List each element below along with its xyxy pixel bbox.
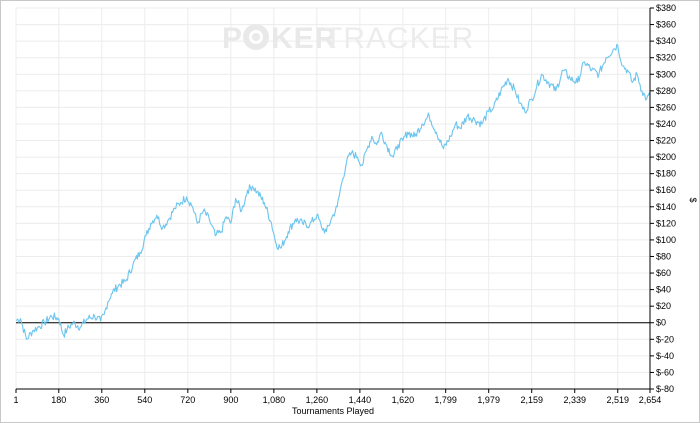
x-tick-label: 2,654 bbox=[639, 395, 662, 405]
poker-chip-icon bbox=[243, 24, 269, 50]
y-tick-label: $320 bbox=[656, 53, 676, 63]
y-tick-label: $0 bbox=[656, 318, 666, 328]
y-tick-label: $-20 bbox=[656, 334, 674, 344]
x-tick-label: 2,339 bbox=[563, 395, 586, 405]
y-tick-label: $280 bbox=[656, 86, 676, 96]
y-tick-label: $260 bbox=[656, 102, 676, 112]
x-tick-label: 180 bbox=[51, 395, 66, 405]
y-axis-title: $ bbox=[688, 197, 698, 202]
y-tick-label: $200 bbox=[656, 152, 676, 162]
y-tick-label: $-60 bbox=[656, 367, 674, 377]
x-tick-label: 1 bbox=[13, 395, 18, 405]
x-axis-title: Tournaments Played bbox=[292, 406, 374, 416]
y-tick-label: $100 bbox=[656, 235, 676, 245]
x-tick-label: 720 bbox=[180, 395, 195, 405]
x-tick-label: 2,519 bbox=[606, 395, 629, 405]
y-tick-label: $140 bbox=[656, 202, 676, 212]
x-tick-label: 900 bbox=[223, 395, 238, 405]
y-tick-label: $340 bbox=[656, 36, 676, 46]
y-tick-label: $380 bbox=[656, 3, 676, 13]
y-tick-label: $240 bbox=[656, 119, 676, 129]
x-tick-label: 1,080 bbox=[263, 395, 286, 405]
watermark-text-p: P bbox=[222, 22, 243, 55]
y-tick-label: $120 bbox=[656, 218, 676, 228]
watermark-text-tracker: TRACKER bbox=[324, 22, 474, 55]
x-tick-label: 1,260 bbox=[306, 395, 329, 405]
profit-series-line bbox=[15, 43, 651, 340]
y-tick-label: $60 bbox=[656, 268, 671, 278]
x-tick-label: 540 bbox=[137, 395, 152, 405]
watermark-text-ker: KER bbox=[271, 22, 337, 55]
x-tick-label: 1,979 bbox=[477, 395, 500, 405]
x-tick-label: 1,620 bbox=[392, 395, 415, 405]
x-tick-label: 360 bbox=[94, 395, 109, 405]
x-axis-tick-labels: 1 180 360 540 720 900 1,080 1,260 1,440 1,620 1,79… bbox=[13, 389, 661, 405]
y-tick-label: $360 bbox=[656, 20, 676, 30]
y-tick-label: $20 bbox=[656, 301, 671, 311]
x-tick-label: 1,799 bbox=[434, 395, 457, 405]
y-tick-label: $-80 bbox=[656, 384, 674, 394]
pokertracker-watermark: P KER TRACKER bbox=[222, 22, 474, 55]
chart-grid bbox=[15, 7, 651, 390]
y-tick-label: $-40 bbox=[656, 351, 674, 361]
y-tick-label: $80 bbox=[656, 251, 671, 261]
y-tick-label: $160 bbox=[656, 185, 676, 195]
y-tick-label: $180 bbox=[656, 169, 676, 179]
x-tick-label: 1,440 bbox=[349, 395, 372, 405]
y-tick-label: $40 bbox=[656, 285, 671, 295]
x-tick-label: 2,159 bbox=[520, 395, 543, 405]
y-axis-tick-labels: $-80 $-60 $-40 $-20 $0 $20 $40 $60 $80 $100 $120 $1… bbox=[650, 3, 676, 394]
y-tick-label: $300 bbox=[656, 69, 676, 79]
y-tick-label: $220 bbox=[656, 136, 676, 146]
